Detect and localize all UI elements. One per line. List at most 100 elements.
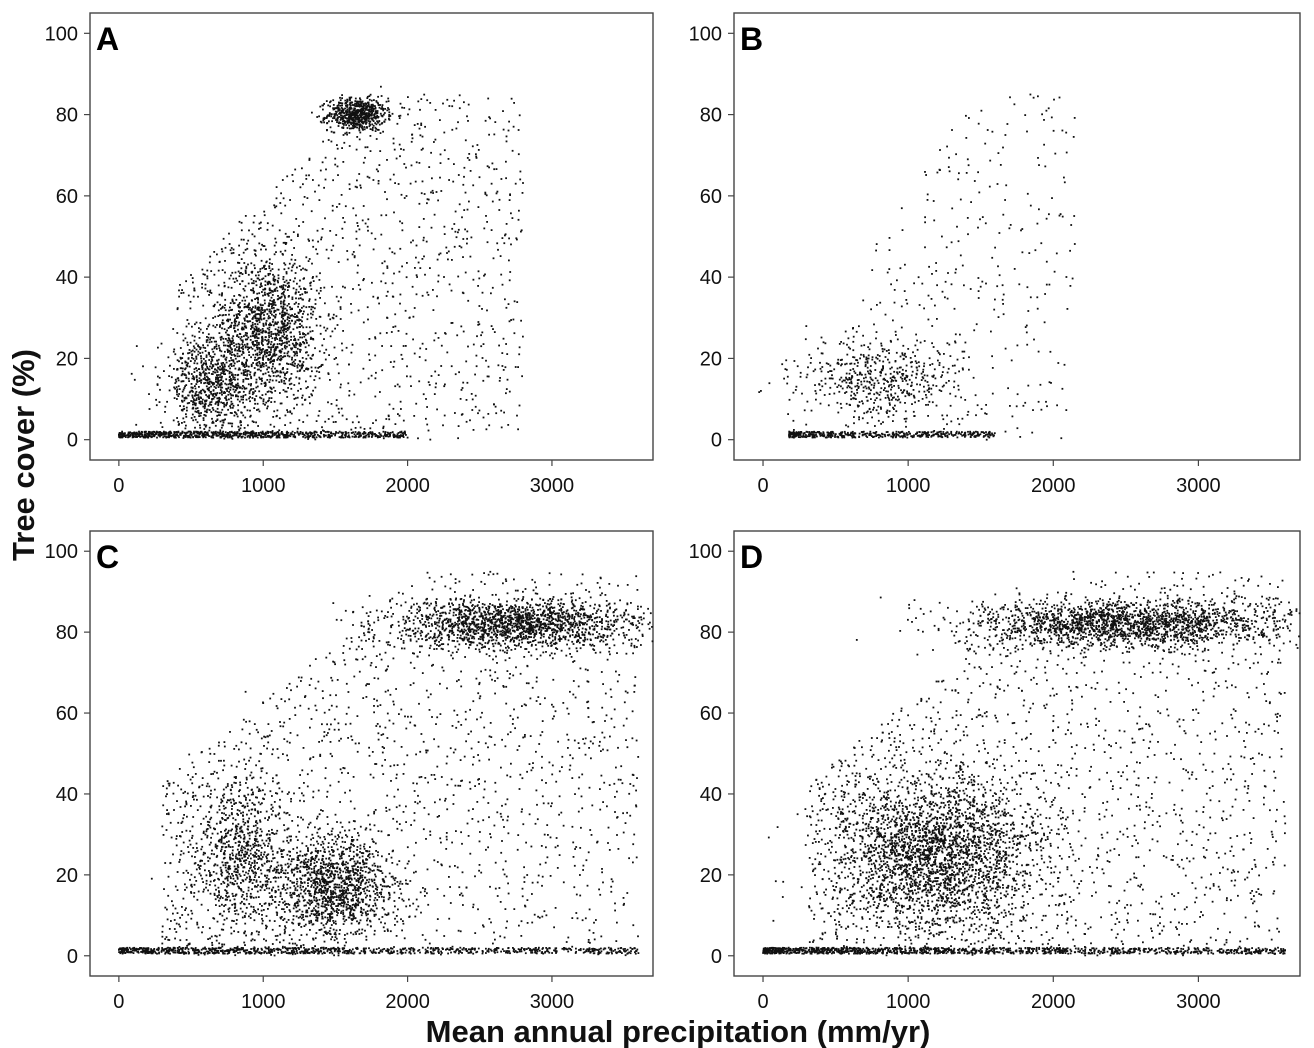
scatter-point — [221, 368, 224, 371]
scatter-point — [262, 294, 264, 297]
scatter-point — [214, 430, 217, 433]
scatter-point — [510, 212, 512, 215]
scatter-point — [271, 263, 273, 265]
scatter-point — [346, 108, 349, 111]
scatter-point — [185, 397, 188, 400]
scatter-point — [254, 298, 256, 300]
scatter-point — [240, 229, 243, 232]
scatter-point — [258, 347, 261, 350]
scatter-point — [227, 351, 229, 353]
scatter-point — [382, 435, 385, 438]
scatter-point — [370, 374, 373, 377]
scatter-point — [299, 364, 301, 367]
scatter-point — [220, 336, 223, 339]
scatter-point — [367, 102, 370, 105]
scatter-point — [273, 299, 275, 301]
scatter-point — [288, 262, 291, 265]
scatter-point — [232, 394, 234, 397]
scatter-point — [207, 336, 210, 339]
scatter-point — [241, 273, 244, 275]
scatter-point — [238, 294, 240, 296]
scatter-point — [185, 377, 188, 379]
scatter-point — [919, 435, 922, 438]
scatter-point — [273, 204, 276, 207]
scatter-point — [199, 374, 202, 377]
scatter-point — [245, 361, 247, 364]
scatter-point — [490, 325, 493, 327]
scatter-point — [355, 237, 358, 240]
scatter-point — [283, 337, 286, 339]
scatter-point — [467, 299, 470, 302]
scatter-point — [805, 434, 807, 436]
scatter-point — [231, 437, 234, 440]
scatter-point — [220, 426, 223, 429]
scatter-point — [254, 340, 257, 342]
scatter-point — [198, 402, 201, 404]
scatter-point — [306, 351, 308, 354]
scatter-point — [251, 430, 254, 433]
scatter-point — [218, 344, 220, 347]
scatter-point — [339, 306, 342, 308]
scatter-point — [256, 329, 259, 332]
scatter-point — [279, 402, 282, 405]
scatter-point — [394, 313, 397, 316]
scatter-point — [202, 417, 205, 419]
scatter-point — [439, 119, 441, 121]
scatter-point — [241, 361, 243, 364]
scatter-point — [489, 117, 491, 120]
scatter-point — [238, 345, 241, 348]
scatter-point — [302, 333, 304, 336]
scatter-point — [458, 371, 460, 374]
scatter-point — [323, 186, 325, 189]
scatter-point — [250, 377, 253, 380]
scatter-point — [190, 383, 193, 385]
scatter-point — [226, 333, 229, 336]
scatter-point — [136, 432, 139, 435]
scatter-point — [405, 195, 408, 197]
scatter-point — [251, 347, 254, 350]
scatter-point — [248, 351, 250, 353]
scatter-point — [866, 432, 869, 435]
scatter-point — [250, 388, 253, 390]
scatter-point — [264, 434, 267, 437]
scatter-point — [242, 380, 245, 383]
x-tick-label: 0 — [757, 475, 768, 497]
scatter-point — [194, 434, 196, 437]
scatter-point — [430, 375, 433, 377]
scatter-point — [378, 164, 381, 166]
scatter-point — [322, 108, 324, 111]
scatter-point — [173, 436, 176, 439]
scatter-point — [274, 346, 277, 348]
scatter-point — [210, 340, 213, 343]
scatter-point — [295, 291, 297, 294]
scatter-point — [486, 165, 489, 168]
scatter-point — [797, 433, 800, 435]
scatter-point — [310, 316, 313, 319]
scatter-point — [494, 121, 497, 123]
scatter-point — [181, 432, 183, 435]
scatter-point — [335, 404, 338, 407]
scatter-point — [380, 280, 383, 283]
scatter-point — [247, 434, 250, 437]
scatter-point — [273, 352, 276, 355]
scatter-point — [359, 108, 362, 111]
scatter-point — [271, 337, 274, 340]
scatter-point — [233, 391, 236, 393]
scatter-point — [354, 102, 356, 105]
scatter-point — [309, 282, 311, 285]
scatter-point — [229, 433, 232, 436]
scatter-point — [153, 433, 156, 436]
scatter-point — [331, 209, 334, 212]
scatter-point — [242, 327, 245, 330]
scatter-point — [228, 243, 231, 245]
scatter-point — [241, 343, 244, 346]
scatter-point — [437, 374, 440, 376]
scatter-point — [267, 283, 269, 286]
scatter-point — [275, 313, 277, 316]
scatter-point — [287, 434, 289, 437]
scatter-point — [208, 378, 211, 381]
scatter-point — [206, 328, 208, 330]
scatter-point — [321, 344, 324, 347]
scatter-point — [465, 399, 468, 401]
scatter-point — [213, 340, 216, 343]
